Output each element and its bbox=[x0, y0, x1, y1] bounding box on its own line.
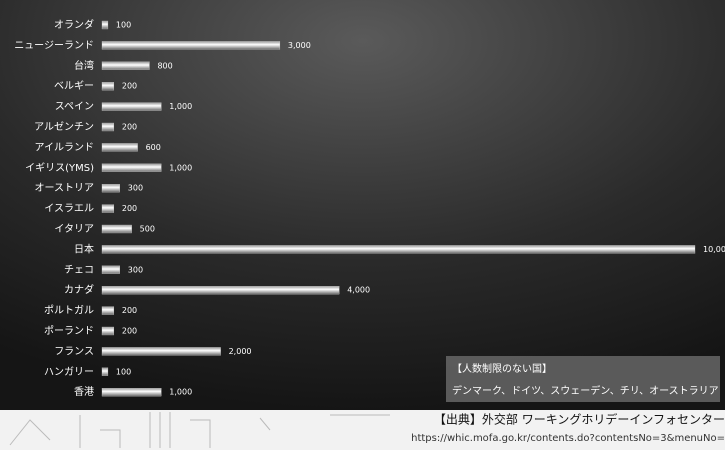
value-label: 200 bbox=[122, 82, 137, 91]
category-label: アルゼンチン bbox=[34, 121, 94, 133]
value-label: 100 bbox=[116, 367, 131, 376]
bar bbox=[101, 102, 162, 111]
value-label: 300 bbox=[128, 184, 143, 193]
category-label: アイルランド bbox=[35, 141, 95, 153]
value-label: 300 bbox=[128, 265, 143, 274]
value-label: 200 bbox=[122, 306, 137, 315]
category-label: ポルトガル bbox=[44, 305, 94, 317]
category-label: イタリア bbox=[54, 223, 94, 235]
category-label: イスラエル bbox=[44, 203, 94, 215]
bar bbox=[101, 347, 221, 356]
category-label: フランス bbox=[54, 345, 94, 357]
category-label: 日本 bbox=[74, 242, 94, 255]
bar bbox=[101, 143, 138, 152]
category-label: オーストリア bbox=[35, 182, 95, 194]
bar bbox=[101, 20, 109, 30]
note-box bbox=[446, 356, 720, 402]
bar bbox=[101, 82, 115, 91]
value-label: 10,000 bbox=[703, 245, 725, 254]
bar bbox=[101, 122, 115, 132]
value-label: 100 bbox=[116, 21, 131, 30]
value-label: 1,000 bbox=[169, 388, 192, 397]
bar bbox=[101, 367, 109, 376]
note-title: 【人数制限のない国】 bbox=[452, 362, 552, 375]
note-text: デンマーク、ドイツ、スウェーデン、チリ、オーストラリア bbox=[452, 384, 719, 397]
source: 【出典】外交部 ワーキングホリデーインフォセンター bbox=[434, 412, 725, 427]
bar bbox=[101, 224, 132, 234]
bar bbox=[101, 286, 340, 295]
category-label: ベルギー bbox=[54, 80, 94, 92]
footer-background bbox=[0, 410, 725, 450]
value-label: 3,000 bbox=[288, 41, 311, 50]
bar bbox=[101, 265, 120, 274]
value-label: 200 bbox=[122, 327, 137, 336]
value-label: 1,000 bbox=[169, 163, 192, 172]
category-label: オランダ bbox=[54, 18, 94, 31]
bar bbox=[101, 61, 150, 70]
footer-sketch bbox=[9, 412, 390, 448]
value-label: 500 bbox=[140, 225, 155, 234]
value-label: 4,000 bbox=[347, 286, 370, 295]
category-label: ニュージーランド bbox=[14, 39, 94, 51]
category-label: カナダ bbox=[64, 283, 94, 296]
bar bbox=[101, 41, 281, 50]
value-label: 800 bbox=[157, 61, 172, 70]
category-label: イギリス(YMS) bbox=[25, 162, 94, 174]
value-label: 200 bbox=[122, 204, 137, 213]
source-url: https://whic.mofa.go.kr/contents.do?cont… bbox=[411, 433, 725, 444]
value-label: 200 bbox=[122, 123, 137, 132]
category-label: ハンガリー bbox=[44, 366, 94, 378]
bar bbox=[101, 388, 162, 397]
value-label: 1,000 bbox=[169, 102, 192, 111]
bar bbox=[101, 204, 115, 213]
category-label: ポーランド bbox=[44, 325, 94, 337]
bar bbox=[101, 326, 115, 336]
bar bbox=[101, 163, 162, 172]
category-label: スペイン bbox=[55, 102, 94, 113]
value-label: 2,000 bbox=[229, 347, 252, 356]
category-label: 香港 bbox=[74, 386, 94, 398]
bar bbox=[101, 184, 120, 193]
bar bbox=[101, 306, 115, 315]
category-label: チェコ bbox=[64, 264, 94, 276]
category-label: 台湾 bbox=[74, 59, 94, 72]
bar bbox=[101, 245, 696, 254]
value-label: 600 bbox=[146, 143, 161, 152]
